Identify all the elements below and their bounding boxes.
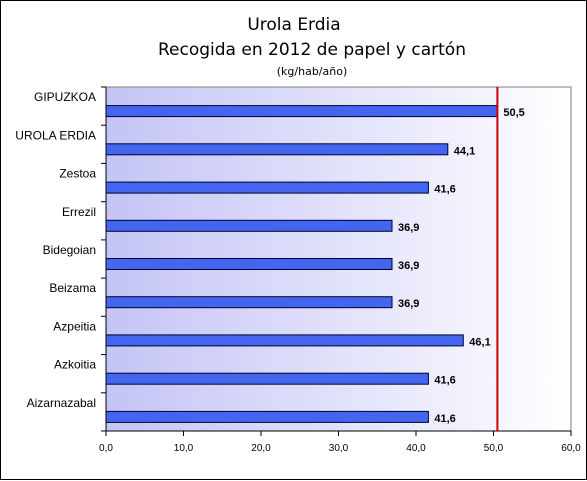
category-label: GIPUZKOA (34, 90, 96, 104)
category-label: UROLA ERDIA (15, 128, 96, 142)
x-tick-label: 60,0 (561, 443, 581, 454)
labels-layer: GIPUZKOA 50,5 UROLA ERDIA 44,1 Zestoa 41,6 Err… (15, 90, 581, 454)
data-label: 36,9 (398, 260, 419, 272)
category-label: Azkoitia (54, 358, 96, 372)
data-label: 41,6 (434, 413, 455, 425)
data-label: 41,6 (434, 184, 455, 196)
bar-4 (105, 258, 393, 270)
chart-unit-label: (kg/hab/año) (277, 65, 348, 78)
category-label: Beizama (49, 281, 96, 295)
x-tick-label: 20,0 (251, 443, 271, 454)
bar-2 (105, 181, 429, 194)
category-label: Aizarnazabal (27, 396, 96, 410)
chart-title: Urola Erdia (247, 15, 340, 35)
x-tick-label: 50,0 (484, 443, 504, 454)
data-label: 36,9 (398, 222, 419, 234)
chart-subtitle: Recogida en 2012 de papel y cartón (158, 40, 466, 60)
axis-layer (101, 86, 572, 436)
x-tick-label: 40,0 (406, 443, 426, 454)
category-label: Errezil (62, 205, 96, 219)
category-label: Azpeitia (53, 319, 96, 333)
data-label: 44,1 (454, 145, 475, 157)
data-label: 50,5 (503, 107, 524, 119)
bar-8 (105, 410, 429, 423)
data-label: 36,9 (398, 298, 419, 310)
data-label: 41,6 (434, 375, 455, 387)
bar-5 (105, 296, 393, 309)
x-tick-label: 10,0 (174, 443, 194, 454)
bar-3 (105, 219, 393, 232)
data-label: 46,1 (469, 336, 490, 348)
x-tick-label: 30,0 (329, 443, 349, 454)
bar-7 (105, 372, 429, 385)
bar-0 (105, 105, 498, 118)
bar-6 (105, 334, 464, 347)
category-label: Zestoa (59, 167, 96, 181)
category-label: Bidegoian (43, 243, 96, 257)
bar-1 (105, 143, 449, 156)
x-tick-label: 0,0 (99, 443, 113, 454)
